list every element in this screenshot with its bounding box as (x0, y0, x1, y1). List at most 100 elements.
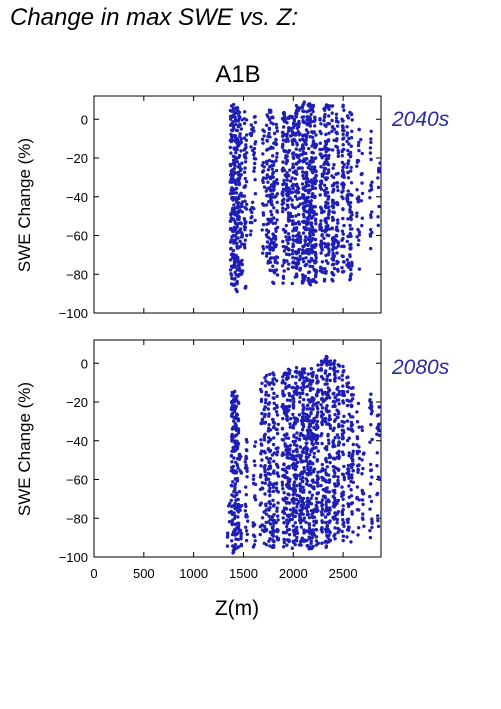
data-point (291, 256, 295, 260)
data-point (315, 458, 319, 462)
data-point (355, 211, 359, 215)
data-point (293, 439, 298, 443)
data-point (268, 522, 273, 526)
data-point (301, 485, 305, 489)
data-point (322, 241, 326, 246)
data-point (237, 115, 242, 120)
data-point (291, 219, 295, 224)
data-point (341, 436, 345, 440)
data-point (274, 168, 279, 173)
data-point (239, 137, 244, 141)
data-point (315, 413, 319, 417)
data-point (275, 450, 280, 454)
data-point (308, 260, 312, 264)
data-point (357, 127, 361, 132)
data-point (230, 180, 234, 184)
data-point (266, 180, 270, 184)
data-point (290, 281, 294, 286)
data-point (310, 130, 314, 134)
data-point (316, 368, 321, 372)
data-point (368, 151, 373, 155)
data-point (290, 517, 294, 522)
data-point (235, 462, 239, 466)
data-point (262, 129, 266, 134)
data-point (312, 451, 316, 455)
data-point (287, 174, 291, 178)
data-point (346, 528, 351, 532)
data-point (234, 228, 238, 232)
data-point (286, 129, 291, 133)
data-point (318, 193, 322, 197)
data-point (286, 205, 290, 209)
data-point (290, 190, 294, 195)
data-point (274, 446, 278, 451)
data-point (260, 486, 264, 490)
data-point (297, 212, 301, 217)
data-point (326, 205, 331, 209)
data-point (345, 390, 350, 394)
data-point (287, 393, 292, 398)
data-point (274, 410, 279, 414)
data-point (286, 492, 290, 496)
data-point (240, 269, 245, 273)
data-point (304, 437, 309, 441)
data-point (347, 436, 351, 440)
data-point (349, 264, 354, 268)
data-point (313, 195, 317, 200)
data-point (286, 219, 291, 223)
data-point (237, 528, 242, 533)
data-point (231, 480, 235, 484)
data-point (285, 178, 289, 182)
data-point (361, 502, 365, 507)
data-point (310, 150, 314, 155)
data-point (331, 464, 335, 469)
data-point (311, 387, 315, 391)
data-point (312, 167, 317, 172)
data-point (234, 157, 239, 161)
data-point (275, 463, 279, 467)
data-point (361, 466, 365, 471)
data-point (274, 237, 278, 241)
data-point (243, 286, 248, 290)
data-point (260, 228, 264, 232)
data-point (266, 115, 270, 119)
data-point (310, 399, 314, 404)
data-point (262, 414, 267, 419)
data-point (246, 519, 250, 523)
data-point (283, 182, 287, 186)
data-point (295, 264, 299, 269)
data-point (287, 192, 291, 196)
data-point (237, 545, 241, 549)
data-point (314, 212, 319, 216)
data-point (235, 128, 240, 133)
data-point (252, 115, 257, 119)
data-point (311, 215, 315, 219)
data-point (236, 526, 241, 530)
data-point (376, 518, 380, 523)
data-point (281, 274, 286, 279)
data-point (267, 393, 271, 398)
data-point (249, 145, 253, 149)
data-point (311, 443, 315, 447)
data-point (266, 381, 270, 385)
data-point (342, 162, 346, 167)
data-point (340, 424, 344, 428)
data-point (244, 504, 248, 509)
data-point (307, 188, 311, 193)
data-point (301, 174, 305, 178)
data-point (231, 102, 236, 107)
data-point (308, 231, 312, 235)
data-point (325, 233, 329, 237)
data-point (294, 111, 298, 116)
data-point (235, 439, 239, 443)
data-point (340, 373, 344, 378)
y-tick-label: −40 (66, 190, 88, 205)
data-point (295, 443, 299, 448)
data-point (233, 482, 238, 486)
data-point (297, 159, 302, 163)
data-point (322, 107, 326, 111)
data-point (310, 374, 315, 379)
data-point (319, 410, 324, 414)
data-point (253, 161, 257, 166)
data-point (280, 145, 285, 149)
